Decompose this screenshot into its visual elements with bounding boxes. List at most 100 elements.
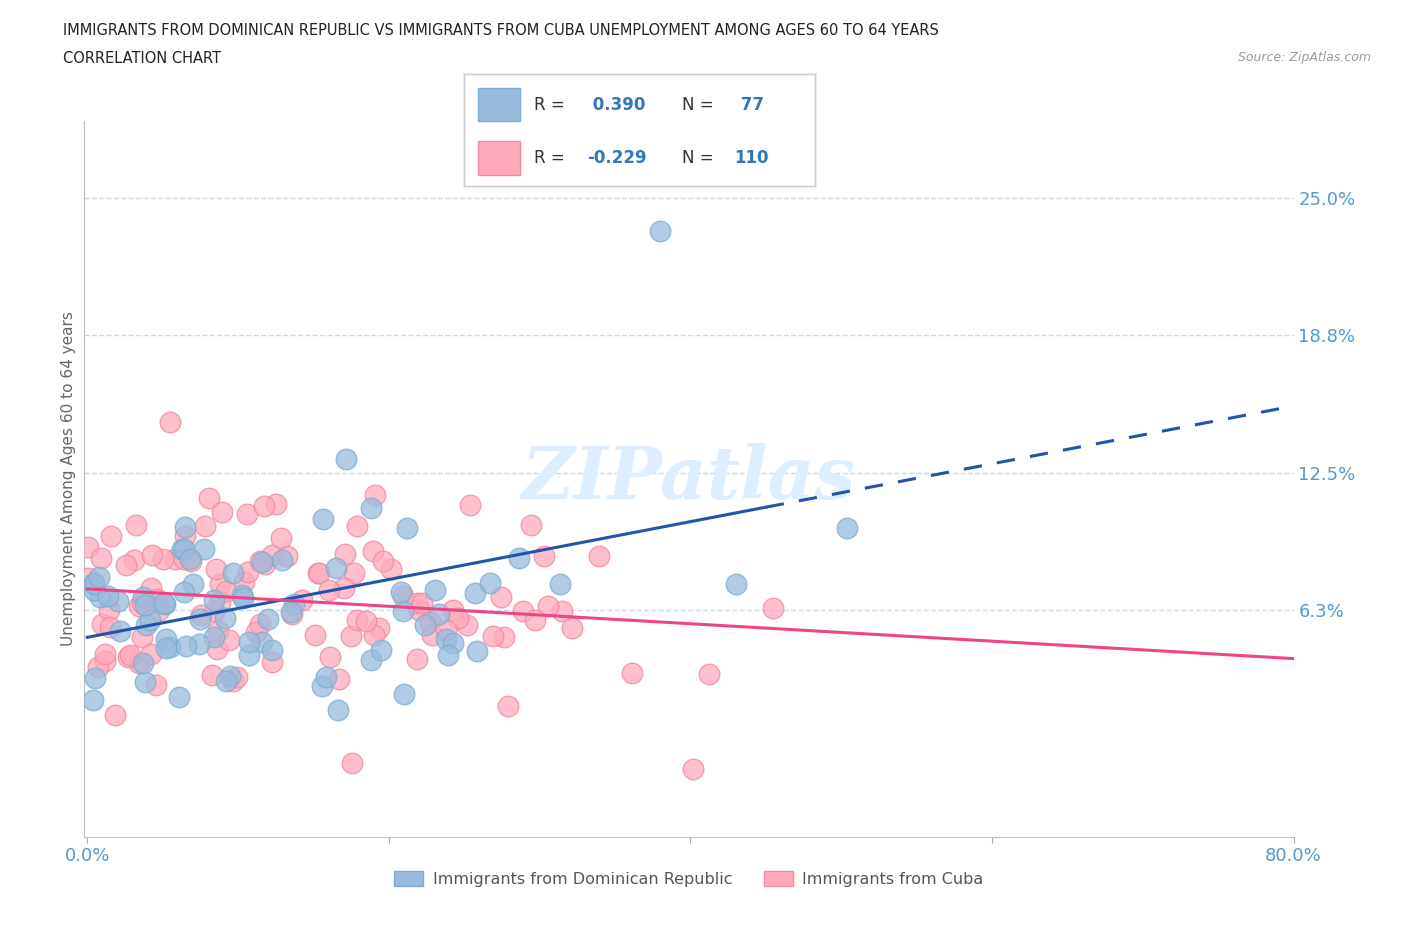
- Point: [218, 632, 240, 647]
- Point: [460, 498, 482, 512]
- Point: [304, 628, 326, 643]
- Point: [257, 612, 280, 627]
- Point: [533, 548, 555, 563]
- Point: [281, 606, 304, 621]
- Point: [132, 590, 155, 604]
- Point: [411, 595, 433, 610]
- Point: [419, 615, 441, 630]
- Point: [270, 531, 292, 546]
- Point: [155, 631, 177, 646]
- Point: [134, 598, 156, 613]
- Point: [115, 557, 138, 572]
- Point: [346, 612, 368, 627]
- Point: [163, 551, 186, 566]
- Point: [318, 583, 340, 598]
- Point: [159, 415, 181, 430]
- Point: [249, 617, 271, 631]
- Point: [478, 576, 501, 591]
- Point: [492, 630, 515, 644]
- Point: [173, 541, 195, 556]
- Point: [406, 595, 429, 610]
- Point: [104, 708, 127, 723]
- Point: [392, 686, 415, 701]
- Point: [231, 587, 253, 602]
- Point: [650, 223, 672, 238]
- Point: [135, 618, 157, 632]
- Point: [222, 673, 245, 688]
- Point: [108, 624, 131, 639]
- Point: [148, 603, 170, 618]
- FancyBboxPatch shape: [478, 141, 520, 175]
- Point: [333, 546, 356, 561]
- Point: [465, 644, 488, 658]
- Text: ZIPatlas: ZIPatlas: [522, 444, 856, 514]
- Point: [548, 577, 571, 591]
- Point: [76, 570, 98, 585]
- Point: [238, 647, 260, 662]
- Point: [141, 548, 163, 563]
- Point: [508, 551, 530, 565]
- Point: [236, 507, 259, 522]
- Point: [391, 585, 413, 600]
- Point: [423, 583, 446, 598]
- Point: [83, 577, 105, 591]
- Point: [253, 498, 276, 513]
- Point: [326, 703, 349, 718]
- Text: 110: 110: [735, 149, 769, 167]
- Point: [262, 643, 284, 658]
- Text: R =: R =: [534, 149, 571, 167]
- Point: [360, 652, 382, 667]
- Point: [134, 674, 156, 689]
- Point: [180, 554, 202, 569]
- Point: [481, 629, 503, 644]
- Point: [434, 631, 457, 646]
- Point: [131, 630, 153, 644]
- Point: [270, 552, 292, 567]
- Point: [225, 670, 247, 684]
- Point: [94, 647, 117, 662]
- Point: [441, 603, 464, 618]
- Point: [464, 586, 486, 601]
- Point: [211, 504, 233, 519]
- Point: [291, 593, 314, 608]
- Point: [360, 500, 382, 515]
- Point: [364, 488, 387, 503]
- Point: [204, 562, 226, 577]
- Point: [100, 528, 122, 543]
- Point: [83, 582, 105, 597]
- Point: [215, 674, 238, 689]
- Point: [588, 549, 610, 564]
- Point: [202, 630, 225, 644]
- Point: [363, 627, 385, 642]
- Point: [434, 622, 457, 637]
- Point: [315, 670, 337, 684]
- Text: -0.229: -0.229: [588, 149, 647, 167]
- Point: [437, 648, 460, 663]
- Point: [489, 590, 512, 604]
- Point: [128, 656, 150, 671]
- Point: [249, 553, 271, 568]
- Point: [190, 612, 212, 627]
- Point: [82, 692, 104, 707]
- Point: [537, 599, 560, 614]
- Point: [520, 518, 543, 533]
- Point: [699, 666, 721, 681]
- Point: [90, 551, 112, 565]
- Point: [354, 614, 377, 629]
- Point: [91, 617, 114, 631]
- FancyBboxPatch shape: [478, 87, 520, 121]
- Point: [190, 607, 212, 622]
- Point: [252, 635, 274, 650]
- Point: [117, 650, 139, 665]
- Point: [276, 549, 298, 564]
- Point: [94, 654, 117, 669]
- Point: [77, 539, 100, 554]
- Point: [427, 606, 450, 621]
- Point: [529, 136, 551, 151]
- Point: [343, 565, 366, 580]
- Point: [283, 597, 305, 612]
- Point: [83, 576, 105, 591]
- Point: [97, 589, 120, 604]
- Point: [145, 591, 167, 606]
- Point: [380, 561, 402, 576]
